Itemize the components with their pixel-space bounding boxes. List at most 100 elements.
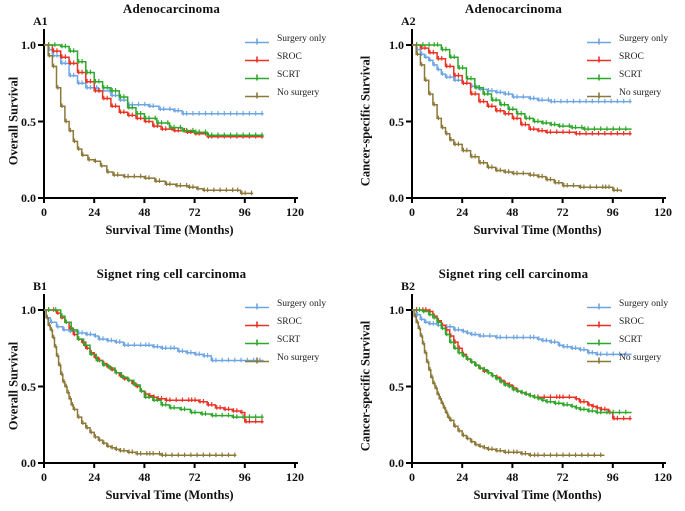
km-plot-B1 bbox=[38, 294, 298, 468]
y-tick-label: 0.0 bbox=[21, 456, 36, 470]
legend-marker-A1-2 bbox=[244, 70, 270, 81]
legend-item: SROC bbox=[244, 313, 326, 331]
x-tick-label: 96 bbox=[238, 470, 251, 484]
km-plot-B2 bbox=[406, 294, 666, 468]
legend-label: No surgery bbox=[277, 353, 320, 363]
x-tick-label: 96 bbox=[238, 205, 251, 219]
legend-item: Surgery only bbox=[244, 30, 326, 48]
y-tick-label: 0.5 bbox=[389, 379, 404, 394]
panel-label: B1 bbox=[33, 279, 48, 293]
panel-title: Signet ring cell carcinoma bbox=[96, 266, 247, 281]
x-tick-label: 72 bbox=[556, 205, 569, 219]
legend-marker-A2-2 bbox=[586, 70, 612, 81]
legend-label: Surgery only bbox=[277, 299, 327, 309]
x-axis-label: Survival Time (Months) bbox=[105, 223, 234, 237]
legend-marker-B1-1 bbox=[244, 317, 270, 328]
legend-item: SCRT bbox=[586, 66, 668, 84]
x-tick-label: 0 bbox=[41, 470, 47, 484]
legend: Surgery only SROC SCRT No surgery bbox=[244, 30, 326, 102]
legend-label: SROC bbox=[619, 52, 644, 62]
x-tick-label: 24 bbox=[88, 470, 101, 484]
x-axis-label: Survival Time (Months) bbox=[473, 488, 602, 502]
y-tick-label: 0.5 bbox=[21, 114, 36, 129]
legend-label: SROC bbox=[277, 317, 302, 327]
x-tick-label: 0 bbox=[409, 205, 415, 219]
panel-A1: Adenocarcinoma A1 Overall Survival 1.0 0… bbox=[0, 0, 342, 255]
legend-marker-B2-0 bbox=[586, 299, 612, 310]
legend-marker-A1-3 bbox=[244, 88, 270, 99]
legend-item: SROC bbox=[586, 313, 668, 331]
y-tick-label: 1.0 bbox=[389, 38, 404, 52]
x-tick-label: 24 bbox=[456, 205, 469, 219]
legend-item: SCRT bbox=[586, 331, 668, 349]
legend: Surgery only SROC SCRT No surgery bbox=[586, 30, 668, 102]
x-tick-label: 120 bbox=[286, 205, 304, 219]
panel-B2: Signet ring cell carcinoma B2 Cancer-spe… bbox=[342, 255, 685, 511]
legend-label: No surgery bbox=[277, 88, 320, 98]
y-tick-label: 1.0 bbox=[21, 38, 36, 52]
x-tick-label: 48 bbox=[506, 470, 519, 484]
x-tick-label: 24 bbox=[456, 470, 469, 484]
km-plot-A1 bbox=[38, 29, 298, 203]
y-tick-label: 0.0 bbox=[21, 191, 36, 205]
legend-label: SCRT bbox=[277, 335, 301, 345]
legend-marker-A1-0 bbox=[244, 34, 270, 45]
legend-marker-B2-3 bbox=[586, 353, 612, 364]
legend-item: No surgery bbox=[244, 349, 326, 367]
legend-label: SCRT bbox=[619, 335, 643, 345]
x-tick-label: 96 bbox=[606, 205, 619, 219]
x-tick-label: 48 bbox=[138, 470, 151, 484]
legend-label: No surgery bbox=[619, 88, 662, 98]
panel-A2: Adenocarcinoma A2 Cancer-specific Surviv… bbox=[342, 0, 685, 255]
x-tick-label: 120 bbox=[654, 470, 672, 484]
y-tick-label: 1.0 bbox=[389, 303, 404, 317]
x-tick-label: 48 bbox=[506, 205, 519, 219]
legend-marker-B1-3 bbox=[244, 353, 270, 364]
legend-label: Surgery only bbox=[619, 34, 669, 44]
legend-marker-B1-0 bbox=[244, 299, 270, 310]
x-tick-label: 72 bbox=[188, 205, 201, 219]
panel-label: A1 bbox=[33, 14, 48, 28]
y-tick-label: 0.0 bbox=[389, 191, 404, 205]
legend-item: SROC bbox=[586, 48, 668, 66]
legend-marker-B2-2 bbox=[586, 335, 612, 346]
legend-marker-A2-3 bbox=[586, 88, 612, 99]
panel-title: Adenocarcinoma bbox=[464, 1, 563, 16]
x-tick-label: 0 bbox=[41, 205, 47, 219]
legend-item: Surgery only bbox=[244, 295, 326, 313]
panel-title: Adenocarcinoma bbox=[122, 1, 221, 16]
legend-label: No surgery bbox=[619, 353, 662, 363]
x-tick-label: 48 bbox=[138, 205, 151, 219]
legend-label: Surgery only bbox=[619, 299, 669, 309]
legend-label: Surgery only bbox=[277, 34, 327, 44]
legend-item: No surgery bbox=[586, 349, 668, 367]
legend: Surgery only SROC SCRT No surgery bbox=[586, 295, 668, 367]
x-tick-label: 0 bbox=[409, 470, 415, 484]
legend-item: SCRT bbox=[244, 331, 326, 349]
y-tick-label: 1.0 bbox=[21, 303, 36, 317]
legend-label: SROC bbox=[277, 52, 302, 62]
legend-label: SCRT bbox=[619, 70, 643, 80]
legend-item: No surgery bbox=[586, 84, 668, 102]
x-tick-label: 120 bbox=[286, 470, 304, 484]
legend-item: SROC bbox=[244, 48, 326, 66]
x-axis-label: Survival Time (Months) bbox=[473, 223, 602, 237]
y-tick-label: 0.5 bbox=[389, 114, 404, 129]
panel-title: Signet ring cell carcinoma bbox=[438, 266, 589, 281]
x-tick-label: 96 bbox=[606, 470, 619, 484]
y-tick-label: 0.0 bbox=[389, 456, 404, 470]
legend-label: SROC bbox=[619, 317, 644, 327]
legend-item: Surgery only bbox=[586, 295, 668, 313]
x-tick-label: 24 bbox=[88, 205, 101, 219]
x-tick-label: 72 bbox=[556, 470, 569, 484]
legend-marker-A2-1 bbox=[586, 52, 612, 63]
legend-item: Surgery only bbox=[586, 30, 668, 48]
x-tick-label: 120 bbox=[654, 205, 672, 219]
legend: Surgery only SROC SCRT No surgery bbox=[244, 295, 326, 367]
legend-item: SCRT bbox=[244, 66, 326, 84]
x-tick-label: 72 bbox=[188, 470, 201, 484]
panel-label: B2 bbox=[401, 279, 416, 293]
y-tick-label: 0.5 bbox=[21, 379, 36, 394]
legend-marker-A1-1 bbox=[244, 52, 270, 63]
